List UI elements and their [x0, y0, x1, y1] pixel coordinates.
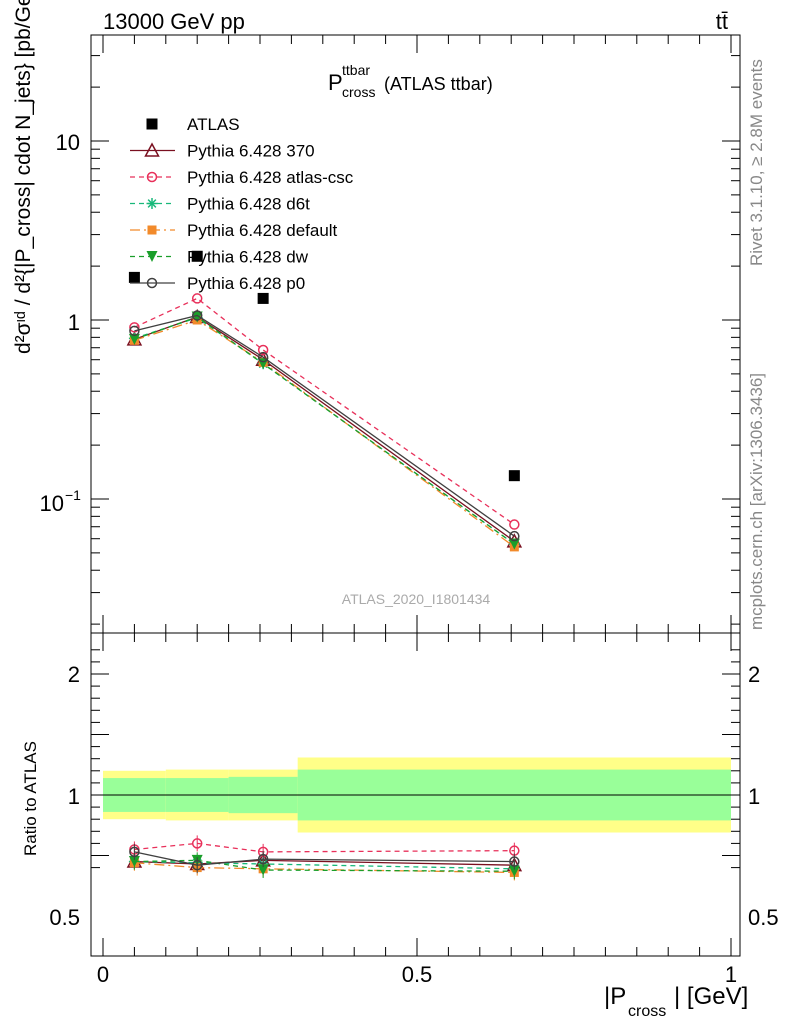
- legend-label-dw: Pythia 6.428 dw: [187, 248, 309, 267]
- ratio-point-atlascsc: [191, 838, 203, 849]
- ratio-point-p0: [191, 859, 203, 871]
- legend: ATLAS Pythia 6.428 370 Pythia 6.428 atlas-…: [130, 115, 354, 293]
- series-line-p0: [134, 314, 515, 537]
- point-atlas: [257, 292, 269, 304]
- x-axis-label: |P cross | [GeV]: [604, 983, 748, 1020]
- svg-text:|P: |P: [604, 983, 626, 1010]
- ratio-point-p0: [129, 846, 140, 858]
- ratio-point-dw: [128, 856, 140, 868]
- ratio-point-dw: [257, 864, 269, 876]
- ratio-line-d6t: [134, 860, 515, 870]
- legend-label-p0: Pythia 6.428 p0: [187, 274, 305, 293]
- star-stroke: [147, 199, 157, 208]
- series-layer: [126, 250, 523, 552]
- point-dw: [508, 538, 520, 550]
- xtick-label-0: 0: [97, 962, 109, 987]
- ytick-label-0.1-base: 10: [40, 491, 64, 516]
- point-atlascsc: [191, 293, 203, 304]
- legend-label-d6t: Pythia 6.428 d6t: [187, 195, 310, 214]
- legend-label-p370: Pythia 6.428 370: [187, 142, 315, 161]
- point-p0: [509, 530, 520, 542]
- point-p0: [129, 325, 140, 337]
- ratio-ytick-label-1-right: 1: [748, 784, 760, 809]
- series-line-dw: [134, 316, 515, 545]
- ratio-ytick-label-0.5: 0.5: [49, 905, 80, 930]
- plot-title: P ttbar cross (ATLAS ttbar): [328, 62, 493, 100]
- series-line-atlascsc: [134, 297, 515, 526]
- svg-text:cross: cross: [628, 1003, 666, 1020]
- ratio-point-p0: [257, 853, 269, 865]
- rivet-version-label: Rivet 3.1.10, ≥ 2.8M events: [747, 59, 766, 266]
- xtick-label-1: 1: [725, 962, 737, 987]
- y-axis-label: d²σᶦᵈ / d²{|P_cross| cdot N_jets} [pb/Ge…: [12, 0, 35, 354]
- mcplots-label: mcplots.cern.ch [arXiv:1306.3436]: [747, 373, 766, 630]
- series-line-p370: [134, 316, 515, 542]
- ratio-ytick-label-0.5-right: 0.5: [748, 905, 779, 930]
- point-atlas: [128, 271, 140, 283]
- point-atlascsc: [257, 344, 269, 356]
- svg-text:cross: cross: [342, 84, 375, 100]
- legend-marker-d6t: [146, 198, 158, 209]
- analysis-watermark: ATLAS_2020_I1801434: [342, 591, 491, 607]
- point-atlas: [191, 250, 203, 262]
- ytick-label-1: 1: [68, 310, 80, 335]
- xtick-label-0.5: 0.5: [402, 962, 433, 987]
- ratio-series-layer: [126, 835, 523, 881]
- legend-label-atlascsc: Pythia 6.428 atlas-csc: [187, 168, 354, 187]
- legend-marker-p0: [146, 277, 158, 289]
- legend-marker-atlas: [146, 118, 158, 130]
- energy-label: 13000 GeV pp: [103, 9, 245, 34]
- series-line-default: [134, 319, 515, 548]
- ratio-ytick-label-2-right: 2: [748, 662, 760, 687]
- legend-marker-p370: [144, 142, 160, 157]
- svg-text:| [GeV]: | [GeV]: [674, 983, 748, 1010]
- svg-text:ttbar: ttbar: [342, 62, 370, 78]
- point-dw: [191, 311, 203, 323]
- series-line-d6t: [134, 316, 515, 545]
- point-atlascsc: [509, 519, 520, 530]
- legend-label-default: Pythia 6.428 default: [187, 221, 338, 240]
- svg-text:P: P: [328, 70, 343, 95]
- legend-marker-atlascsc: [146, 171, 158, 183]
- ratio-line-p0: [134, 851, 515, 866]
- ratio-ytick-label-1: 1: [68, 784, 80, 809]
- point-atlas: [508, 470, 520, 482]
- point-p0: [191, 310, 203, 321]
- point-atlascsc: [129, 322, 140, 333]
- legend-marker-dw: [146, 251, 158, 262]
- legend-marker-default: [147, 225, 157, 235]
- ratio-ytick-label-2: 2: [68, 662, 80, 687]
- point-dw: [128, 333, 140, 345]
- process-label: tt̄: [716, 9, 728, 34]
- ratio-line-atlascsc: [134, 842, 515, 853]
- ratio-line-dw: [134, 859, 515, 872]
- ratio-point-dw: [508, 865, 520, 877]
- ytick-label-0.1-exp: −1: [65, 487, 81, 503]
- axis-ticks: [91, 35, 740, 956]
- svg-text:(ATLAS ttbar): (ATLAS ttbar): [384, 74, 493, 94]
- point-p0: [257, 351, 269, 363]
- legend-label-atlas: ATLAS: [187, 115, 240, 134]
- ytick-label-10: 10: [56, 130, 80, 155]
- ratio-point-p0: [509, 856, 520, 867]
- ratio-y-axis-label: Ratio to ATLAS: [21, 741, 40, 856]
- ratio-uncertainty-bands: [103, 757, 731, 833]
